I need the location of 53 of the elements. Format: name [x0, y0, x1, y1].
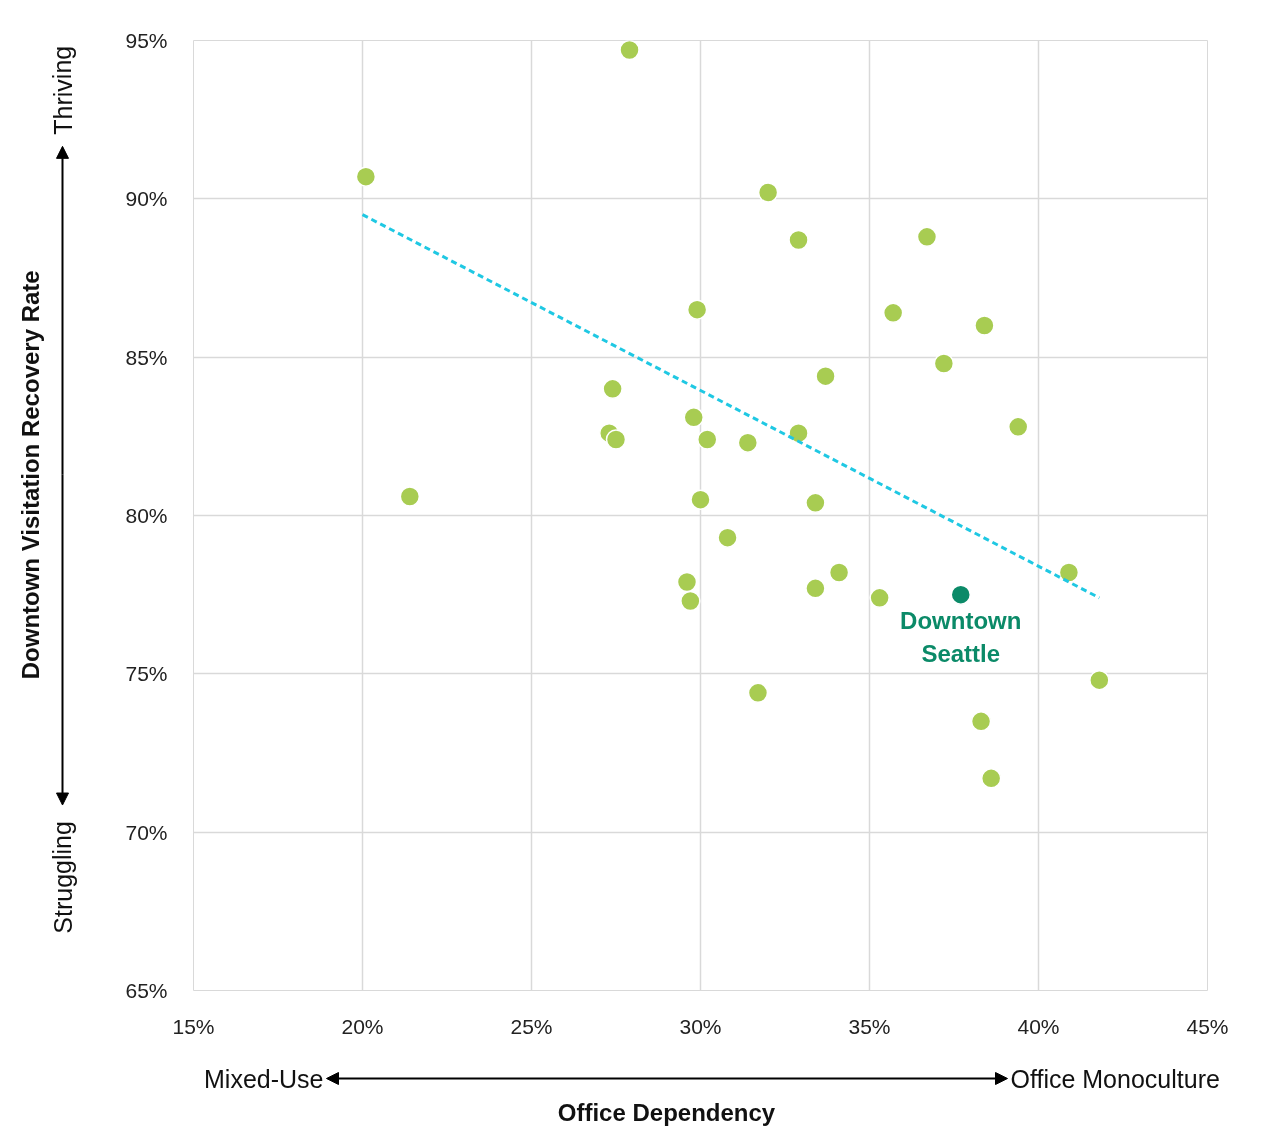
point — [683, 407, 704, 428]
point — [757, 182, 779, 203]
point — [602, 378, 623, 400]
x-tick-label: 15% — [172, 1014, 215, 1038]
y-tick-label: 95% — [125, 29, 168, 52]
point — [788, 229, 809, 251]
point — [355, 166, 377, 187]
text: Thriving — [48, 45, 77, 135]
point — [788, 422, 809, 444]
point — [805, 492, 826, 514]
point — [747, 682, 769, 704]
point — [1089, 669, 1110, 691]
point — [605, 429, 627, 450]
point — [950, 584, 972, 605]
point — [974, 315, 995, 336]
text: Office Monoculture — [1010, 1064, 1220, 1093]
point — [686, 299, 708, 320]
y-tick-label: 75% — [125, 662, 168, 686]
point — [737, 432, 759, 453]
point — [815, 365, 836, 387]
text: Struggling — [48, 821, 77, 934]
point — [399, 486, 421, 507]
text: Mixed-Use — [204, 1064, 324, 1093]
x-axis-title: Office Dependency — [557, 1099, 776, 1126]
point — [828, 562, 850, 583]
y-tick-label: 70% — [125, 820, 168, 844]
point — [882, 302, 904, 324]
x-tick-label: 20% — [341, 1014, 384, 1038]
x-tick-label: 40% — [1017, 1014, 1060, 1038]
point — [916, 226, 938, 248]
y-tick-label: 90% — [125, 187, 168, 211]
point — [933, 353, 955, 374]
point — [680, 590, 701, 612]
point — [805, 578, 826, 599]
point — [619, 40, 640, 61]
point — [690, 489, 711, 510]
y-tick-label: 80% — [125, 504, 168, 527]
point — [980, 768, 1002, 789]
x-tick-label: 25% — [510, 1014, 553, 1038]
x-tick-label: 30% — [679, 1014, 722, 1038]
point — [676, 571, 698, 593]
y-axis-title: Downtown Visitation Recovery Rate — [17, 270, 44, 680]
x-tick-label: 35% — [848, 1014, 891, 1038]
series-label: Downtown Seattle — [900, 606, 1022, 668]
point — [869, 587, 890, 609]
y-tick-label: 85% — [125, 345, 168, 369]
y-tick-label: 65% — [125, 979, 168, 1002]
point — [1007, 416, 1029, 438]
x-tick-label: 45% — [1186, 1014, 1229, 1038]
point — [697, 429, 718, 450]
point — [970, 711, 992, 732]
point — [1058, 562, 1080, 583]
point — [717, 527, 738, 548]
